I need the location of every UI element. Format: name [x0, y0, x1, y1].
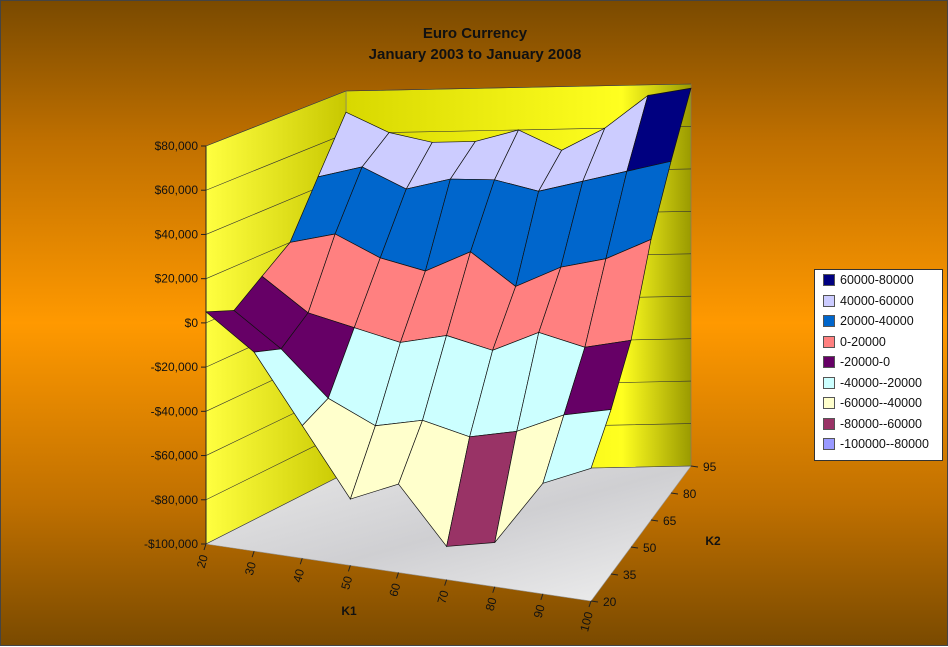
- x-tick: [444, 579, 448, 586]
- y-tick: [610, 573, 619, 576]
- y-tick: [650, 519, 659, 522]
- x-tick-label: 70: [435, 588, 452, 605]
- x-tick: [492, 586, 496, 593]
- chart-subtitle: January 2003 to January 2008: [368, 46, 582, 63]
- legend-swatch: [823, 335, 835, 348]
- legend-item: 20000-40000: [815, 311, 942, 332]
- legend-item: 40000-60000: [815, 291, 942, 312]
- z-tick-label: -$40,000: [151, 404, 199, 418]
- y-tick: [690, 465, 699, 468]
- legend-swatch: [823, 315, 835, 328]
- x-tick: [251, 550, 255, 558]
- legend-item: -60000--40000: [815, 393, 942, 414]
- x-tick: [347, 565, 351, 572]
- z-tick-label: $40,000: [155, 227, 199, 241]
- z-tick-label: -$60,000: [151, 449, 199, 463]
- legend: 60000-80000 40000-60000 20000-40000 0-20000…: [814, 269, 943, 461]
- z-tick-label: -$20,000: [151, 360, 199, 374]
- legend-label: 40000-60000: [840, 293, 914, 308]
- x-tick-label: 50: [338, 574, 355, 591]
- legend-label: 0-20000: [840, 334, 886, 349]
- legend-swatch: [823, 376, 835, 389]
- legend-swatch: [823, 274, 835, 287]
- z-tick-label: $20,000: [155, 272, 199, 286]
- z-tick-label: $0: [185, 316, 199, 330]
- x-tick-label: 100: [577, 610, 596, 633]
- legend-item: -80000--60000: [815, 414, 942, 435]
- y-tick-label: 80: [683, 487, 697, 501]
- x-tick-label: 60: [386, 581, 403, 598]
- z-tick-label: -$80,000: [151, 493, 199, 507]
- legend-label: 60000-80000: [840, 273, 914, 288]
- legend-item: -40000--20000: [815, 373, 942, 394]
- legend-swatch: [823, 438, 835, 451]
- legend-label: -20000-0: [840, 355, 891, 370]
- chart-title: Euro Currency: [422, 25, 528, 42]
- legend-item: 0-20000: [815, 332, 942, 353]
- z-tick-label: $80,000: [155, 139, 199, 153]
- legend-swatch: [823, 356, 835, 369]
- x-tick-label: 80: [483, 596, 500, 613]
- surface-cell: [542, 409, 612, 484]
- x-tick: [540, 593, 544, 601]
- y-tick: [670, 492, 679, 495]
- legend-item: -20000-0: [815, 352, 942, 373]
- legend-label: -60000--40000: [840, 396, 923, 411]
- legend-swatch: [823, 417, 835, 430]
- y-tick-label: 35: [623, 568, 637, 582]
- z-tick-label: -$100,000: [144, 537, 198, 551]
- x-tick-label: 30: [242, 560, 259, 577]
- x-tick-label: 20: [194, 553, 211, 570]
- y-tick: [590, 600, 599, 603]
- legend-label: -100000--80000: [840, 437, 929, 452]
- legend-item: -100000--80000: [815, 434, 942, 455]
- x-tick: [588, 600, 592, 608]
- legend-swatch: [823, 397, 835, 410]
- x-axis-title: K1: [341, 604, 357, 618]
- y-axis-title: K2: [705, 534, 721, 548]
- y-tick-label: 20: [603, 595, 617, 609]
- y-tick-label: 65: [663, 514, 677, 528]
- x-tick: [203, 543, 207, 551]
- gridline: [205, 83, 692, 147]
- y-tick-label: 95: [703, 460, 717, 474]
- x-tick-label: 90: [531, 603, 548, 620]
- y-tick: [630, 546, 639, 549]
- legend-swatch: [823, 294, 835, 307]
- legend-label: -80000--60000: [840, 416, 923, 431]
- legend-label: -40000--20000: [840, 375, 923, 390]
- x-tick: [299, 558, 303, 565]
- y-tick-label: 50: [643, 541, 657, 555]
- x-tick-label: 40: [290, 567, 307, 584]
- legend-item: 60000-80000: [815, 270, 942, 291]
- x-tick: [396, 572, 399, 579]
- z-tick-label: $60,000: [155, 183, 199, 197]
- legend-label: 20000-40000: [840, 314, 914, 329]
